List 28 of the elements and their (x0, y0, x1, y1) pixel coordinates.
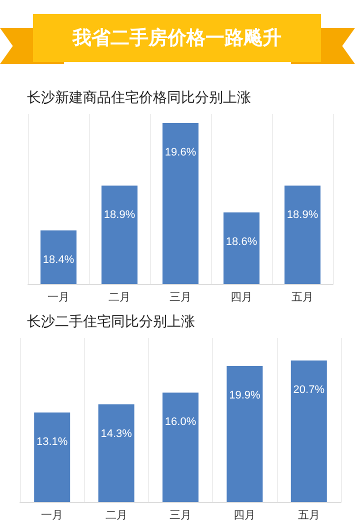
x-tick-label: 一月 (48, 292, 70, 304)
data-label: 19.6% (164, 146, 196, 158)
x-tick-label: 三月 (170, 292, 192, 304)
chart-title: 我省二手房价格一路飚升 (33, 14, 321, 62)
data-label: 18.4% (42, 254, 74, 266)
bar (34, 412, 70, 502)
data-label: 14.3% (100, 428, 132, 440)
bar (290, 360, 327, 502)
data-label: 18.9% (286, 209, 318, 222)
data-label: 13.1% (36, 436, 68, 448)
x-tick-label: 四月 (234, 510, 256, 522)
x-tick-label: 五月 (292, 292, 314, 304)
data-label: 18.6% (226, 236, 258, 248)
bar (98, 404, 134, 502)
chart-title: 长沙二手住宅同比分别上涨 (27, 314, 195, 330)
x-tick-label: 二月 (108, 292, 130, 304)
bar (162, 392, 198, 502)
bar (226, 366, 263, 502)
data-label: 19.9% (229, 390, 261, 402)
data-label: 16.0% (164, 416, 196, 428)
x-tick-label: 四月 (230, 292, 252, 304)
data-label: 20.7% (293, 384, 325, 396)
x-tick-label: 二月 (105, 510, 128, 522)
x-tick-label: 一月 (41, 510, 64, 522)
x-tick-label: 三月 (170, 510, 192, 522)
chart-subtitle: 长沙新建商品住宅价格同比分别上涨 (27, 90, 251, 106)
x-tick-label: 五月 (298, 510, 320, 522)
data-label: 18.9% (104, 209, 136, 222)
